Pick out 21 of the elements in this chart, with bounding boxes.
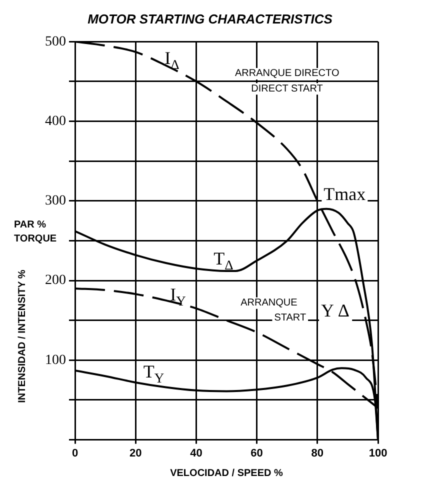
annotation: ARRANQUE [240, 298, 298, 309]
y-tick-label: 100 [45, 352, 66, 368]
text: PAR % TORQUE [14, 220, 57, 245]
y-tick-label: 500 [45, 34, 66, 50]
y-tick-label: 400 [45, 114, 66, 129]
x-tick-label: 0 [72, 447, 78, 460]
x-tick-label: 80 [311, 447, 324, 460]
x-tick-label: 20 [129, 447, 142, 460]
y-axis-title: INTENSIDAD / INTENSITY % [16, 270, 28, 403]
y-tick-label: 300 [45, 194, 66, 209]
chart-title: MOTOR STARTING CHARACTERISTICS [88, 11, 333, 26]
x-axis-title: VELOCIDAD / SPEED % [170, 468, 283, 479]
annotation: ARRANQUE DIRECTO [234, 68, 340, 80]
x-tick-label: 60 [250, 447, 263, 460]
x-tick-label: 40 [190, 447, 202, 460]
annotation: Y Δ [321, 300, 350, 320]
annotation: START [274, 312, 306, 324]
annotation: Tmax [324, 184, 366, 204]
annotation: DIRECT START [251, 83, 323, 94]
x-tick-label: 100 [368, 447, 388, 460]
y-tick-label: 200 [45, 273, 66, 288]
